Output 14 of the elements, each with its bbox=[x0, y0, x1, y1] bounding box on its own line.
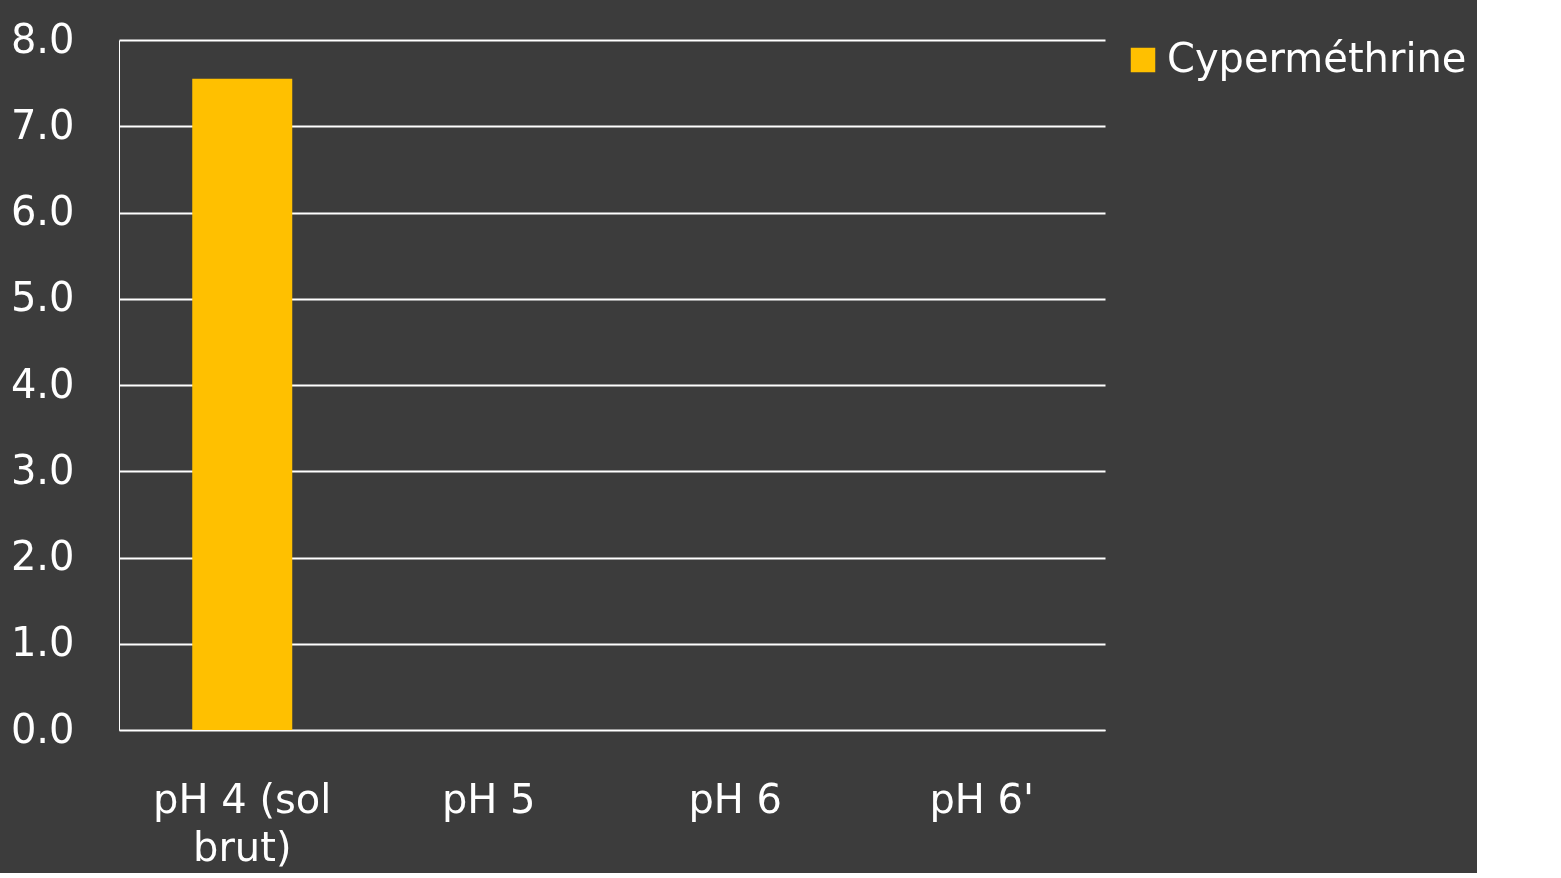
x-tick-label: pH 6 bbox=[688, 775, 783, 822]
y-tick-label: 3.0 bbox=[10, 446, 75, 493]
y-tick-label: 0.0 bbox=[10, 705, 75, 752]
y-tick-label: 5.0 bbox=[10, 274, 75, 321]
y-tick-label: 7.0 bbox=[10, 101, 75, 148]
y-tick-label: 6.0 bbox=[10, 188, 75, 234]
x-tick-label: pH 4 (sol brut) bbox=[153, 775, 332, 870]
y-tick-label: 8.0 bbox=[10, 15, 75, 62]
y-tick-label: 2.0 bbox=[10, 533, 75, 579]
x-tick-label: pH 5 bbox=[441, 775, 536, 822]
y-tick-label: 1.0 bbox=[10, 619, 75, 666]
legend-label: Cyperméthrine bbox=[1167, 35, 1467, 81]
y-tick-label: 4.0 bbox=[10, 360, 75, 407]
x-tick-label: pH 6' bbox=[929, 775, 1035, 822]
